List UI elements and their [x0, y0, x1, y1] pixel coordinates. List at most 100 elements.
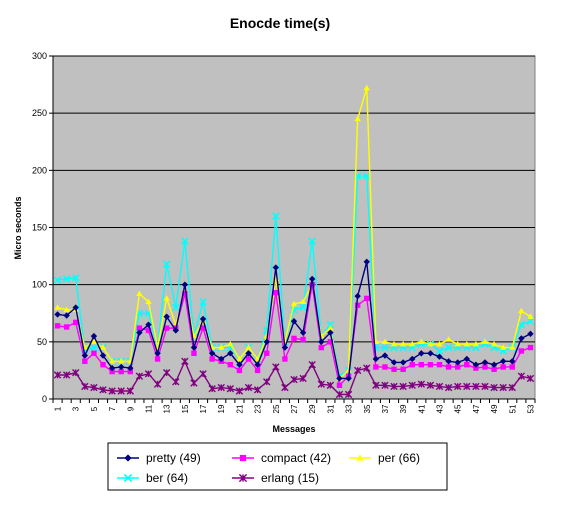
- x-tick-label: 25: [272, 404, 281, 413]
- data-point: [109, 368, 115, 375]
- data-point: [390, 359, 398, 366]
- data-point: [418, 338, 425, 345]
- data-point: [90, 343, 98, 352]
- data-point: [227, 340, 234, 347]
- data-point: [162, 260, 171, 268]
- data-point: [363, 84, 370, 91]
- data-point: [90, 332, 98, 340]
- data-point: [308, 361, 316, 369]
- data-point: [99, 386, 107, 394]
- data-point: [382, 364, 388, 370]
- data-point: [444, 383, 453, 392]
- data-point: [299, 298, 307, 305]
- data-point: [208, 350, 216, 357]
- x-axis: 1 3 5 7 9 11 13 15 17 19 21 23 25 27 29 31 33 35 37 39 41 43 4…: [52, 398, 536, 413]
- data-point: [54, 304, 61, 310]
- data-point: [381, 352, 389, 359]
- legend-item-0: pretty (49): [117, 451, 201, 465]
- data-point: [318, 338, 325, 346]
- data-point: [236, 361, 243, 368]
- data-point: [444, 343, 453, 352]
- data-point: [372, 355, 380, 363]
- data-point: [253, 386, 262, 394]
- data-point: [309, 281, 315, 288]
- data-point: [481, 359, 489, 366]
- data-point: [472, 340, 480, 347]
- data-point: [445, 336, 452, 342]
- legend-marker: [124, 454, 132, 462]
- data-point: [254, 361, 261, 368]
- data-point: [427, 340, 434, 347]
- data-point: [290, 300, 298, 307]
- data-point: [218, 355, 225, 363]
- data-point: [281, 383, 289, 392]
- data-point: [163, 313, 170, 320]
- data-point: [353, 366, 362, 375]
- data-point: [126, 387, 134, 395]
- data-point: [100, 362, 106, 368]
- data-point: [72, 369, 80, 377]
- data-point: [282, 356, 288, 362]
- data-point: [509, 344, 516, 350]
- data-point: [472, 361, 480, 368]
- x-tick-label: 7: [108, 406, 117, 411]
- x-tick-label: 3: [72, 406, 81, 411]
- legend-label: per (66): [378, 451, 420, 465]
- data-point: [290, 318, 298, 325]
- data-point: [190, 344, 198, 351]
- data-point: [399, 340, 407, 347]
- data-point: [527, 313, 534, 319]
- data-point: [499, 358, 507, 365]
- data-point: [390, 340, 398, 347]
- data-point: [399, 382, 407, 391]
- data-point: [327, 324, 334, 331]
- data-point: [82, 358, 88, 364]
- data-point: [418, 362, 425, 368]
- data-point: [390, 382, 398, 391]
- data-point: [381, 343, 389, 352]
- data-point: [473, 365, 479, 371]
- data-point: [317, 380, 325, 388]
- data-point: [108, 364, 116, 372]
- data-point: [235, 387, 244, 395]
- x-tick-label: 27: [290, 404, 299, 413]
- data-point: [264, 350, 270, 356]
- x-tick-label: 19: [217, 404, 226, 413]
- legend-item-2: per (66): [349, 451, 420, 465]
- data-point: [136, 325, 143, 331]
- data-point: [363, 258, 370, 265]
- data-point: [181, 281, 189, 288]
- legend-label: pretty (49): [146, 451, 201, 465]
- data-point: [509, 358, 516, 365]
- x-tick-label: 49: [490, 404, 499, 413]
- data-point: [408, 381, 416, 389]
- data-point: [445, 358, 452, 365]
- data-point: [91, 350, 97, 356]
- data-point: [454, 359, 461, 366]
- x-tick-label: 9: [126, 406, 135, 411]
- data-point: [500, 364, 506, 370]
- data-point: [63, 312, 70, 319]
- data-point: [291, 335, 297, 342]
- data-point: [90, 383, 98, 392]
- data-point: [209, 356, 215, 362]
- data-point: [463, 355, 470, 363]
- data-point: [454, 364, 461, 370]
- data-point: [481, 382, 489, 391]
- y-axis: 0 50 100 150 200 250 300: [32, 51, 54, 404]
- data-point: [145, 327, 152, 334]
- data-point: [227, 362, 234, 368]
- x-tick-label: 31: [326, 404, 335, 413]
- data-point: [199, 315, 207, 323]
- data-point: [326, 381, 335, 389]
- data-point: [354, 292, 361, 300]
- data-point: [208, 385, 216, 393]
- data-point: [154, 356, 161, 362]
- legend-label: erlang (15): [261, 471, 319, 485]
- x-tick-label: 45: [454, 404, 463, 413]
- x-tick-label: 15: [181, 404, 190, 413]
- data-point: [526, 374, 535, 383]
- data-point: [399, 359, 407, 366]
- data-point: [436, 353, 443, 360]
